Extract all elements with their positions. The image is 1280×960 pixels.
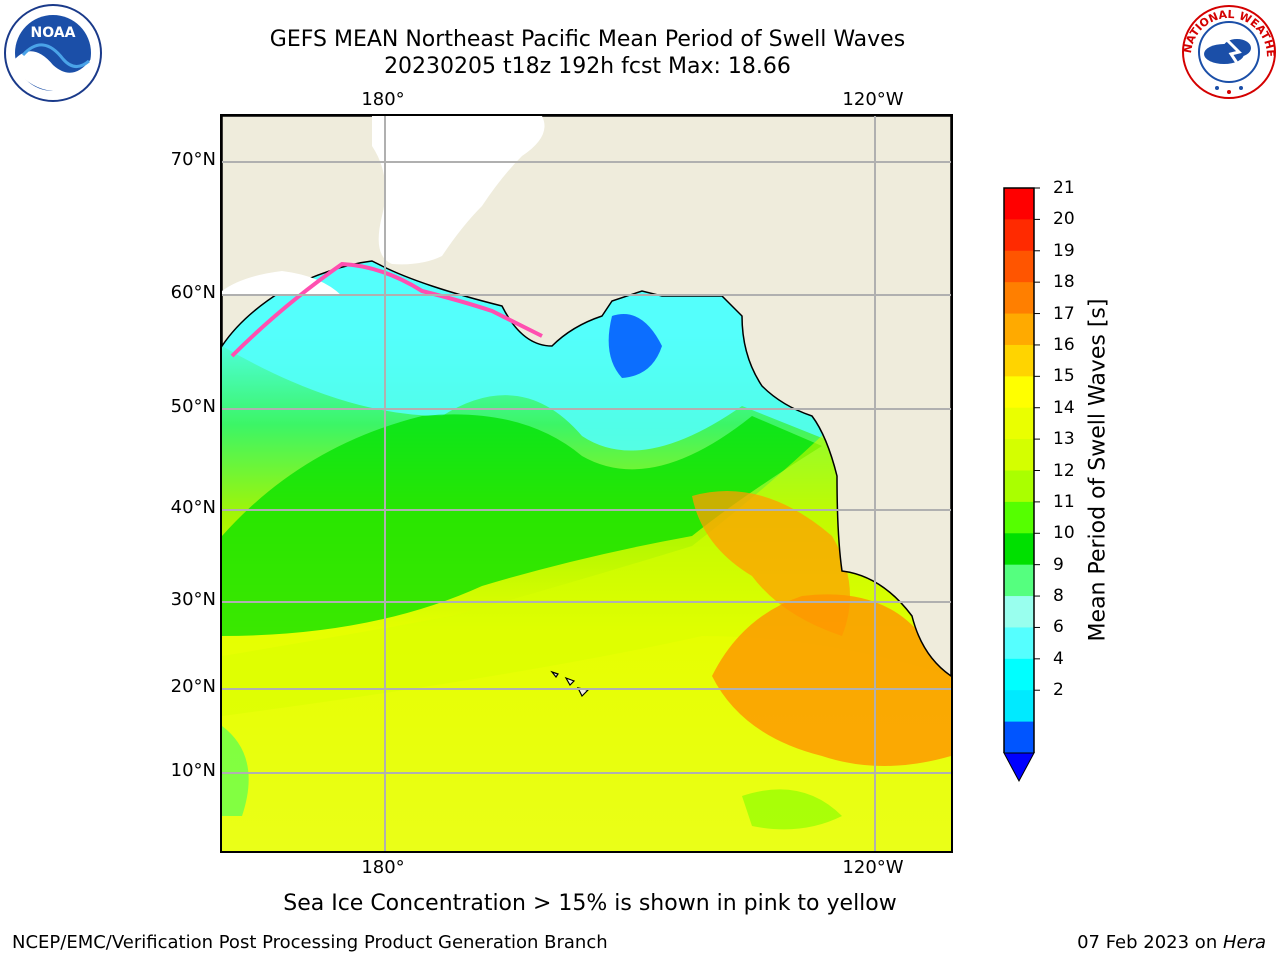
colorbar-tick-label: 10	[1053, 523, 1075, 544]
sea-ice-fringe	[230, 261, 543, 358]
colorbar-block	[1004, 344, 1034, 377]
colorbar-block	[1004, 690, 1034, 723]
colorbar-tick-label: 19	[1053, 240, 1075, 261]
colorbar-block	[1004, 533, 1034, 566]
colorbar-block	[1004, 188, 1034, 220]
colorbar-tick-label: 17	[1053, 303, 1075, 324]
lon-label-top-180: 180°	[361, 89, 405, 110]
colorbar-block	[1004, 376, 1034, 409]
colorbar-block	[1004, 470, 1034, 503]
graticule	[222, 116, 951, 851]
colorbar-tick-label: 12	[1053, 460, 1075, 481]
colorbar-tick-label: 6	[1053, 617, 1064, 638]
colorbar-block	[1004, 407, 1034, 440]
lat-label-40n: 40°N	[170, 497, 216, 518]
colorbar-block	[1004, 596, 1034, 628]
lat-label-70n: 70°N	[170, 149, 216, 170]
lon-label-bottom-120w: 120°W	[842, 857, 904, 878]
lat-label-60n: 60°N	[170, 282, 216, 303]
no-data-region-west	[222, 271, 342, 296]
colorbar-tick-label: 15	[1053, 366, 1075, 387]
lat-label-20n: 20°N	[170, 676, 216, 697]
lon-label-bottom-180: 180°	[361, 857, 405, 878]
colorbar-tick-label: 21	[1053, 178, 1075, 198]
colorbar-tick-label: 11	[1053, 491, 1075, 512]
colorbar-extend-triangle	[1003, 752, 1035, 783]
region-yellow-green	[222, 416, 951, 716]
colorbar-tick-label: 8	[1053, 586, 1064, 607]
colorbar-label: Mean Period of Swell Waves [s]	[1085, 298, 1111, 642]
colorbar-tick-label: 13	[1053, 429, 1075, 450]
nws-logo: NATIONAL WEATHER SERVICE	[1173, 0, 1280, 100]
swell-period-map	[222, 116, 951, 851]
lon-label-top-120w: 120°W	[842, 89, 904, 110]
lat-label-30n: 30°N	[170, 589, 216, 610]
lat-label-10n: 10°N	[170, 760, 216, 781]
colorbar-tick-label: 20	[1053, 209, 1075, 230]
region-green-sw	[222, 726, 249, 816]
footer-credit: NCEP/EMC/Verification Post Processing Pr…	[12, 932, 608, 953]
colorbar-block	[1004, 721, 1034, 754]
colorbar-svg	[1003, 187, 1040, 783]
colorbar-block	[1004, 250, 1034, 283]
colorbar-block	[1004, 627, 1034, 660]
colorbar-block	[1004, 658, 1034, 691]
region-blue	[608, 314, 662, 378]
colorbar-block	[1004, 219, 1034, 252]
colorbar-tick-label: 9	[1053, 554, 1064, 575]
footer-host: Hera	[1222, 932, 1266, 953]
noaa-logo: NOAA	[3, 3, 103, 103]
colorbar-block	[1004, 313, 1034, 346]
no-data-region	[372, 116, 545, 265]
colorbar-tick-label: 16	[1053, 334, 1075, 355]
footer-date: 07 Feb 2023 on Hera	[1077, 932, 1266, 953]
colorbar-tick-label: 18	[1053, 272, 1075, 293]
plot-subtitle: 20230205 t18z 192h fcst Max: 18.66	[384, 54, 791, 79]
noaa-logo-text: NOAA	[31, 25, 76, 41]
sea-ice-note: Sea Ice Concentration > 15% is shown in …	[283, 891, 897, 916]
region-green	[222, 414, 822, 636]
colorbar-block	[1004, 439, 1034, 471]
footer-date-text: 07 Feb 2023 on	[1077, 932, 1223, 953]
colorbar-tick-label: 4	[1053, 648, 1064, 669]
region-orange-south	[712, 594, 951, 766]
colorbar-block	[1004, 564, 1034, 597]
colorbar-tick-label: 2	[1053, 680, 1064, 701]
colorbar	[996, 186, 1056, 786]
region-green-s	[742, 789, 842, 830]
lat-label-50n: 50°N	[170, 396, 216, 417]
colorbar-block	[1004, 282, 1034, 315]
map-panel	[220, 114, 953, 853]
colorbar-tick-label: 14	[1053, 397, 1075, 418]
colorbar-block	[1004, 501, 1034, 534]
plot-title: GEFS MEAN Northeast Pacific Mean Period …	[269, 27, 906, 52]
